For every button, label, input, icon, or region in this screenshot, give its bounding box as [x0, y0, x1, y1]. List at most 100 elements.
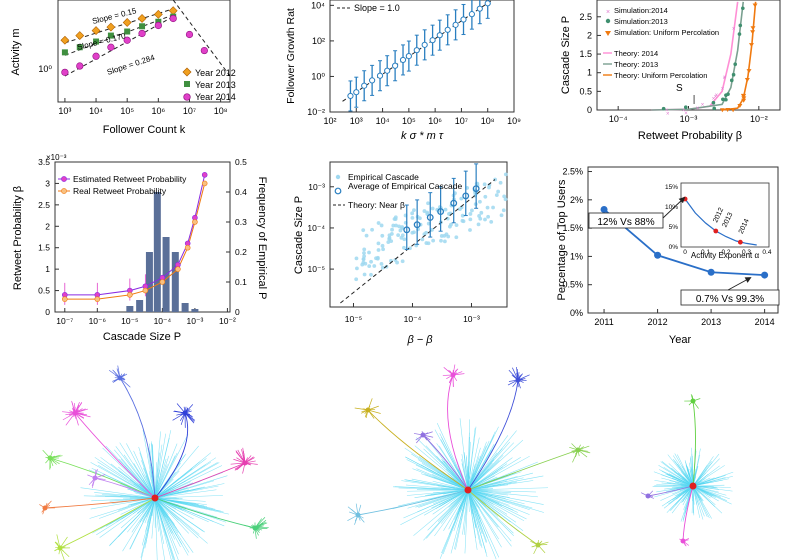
empirical-cascade-point: [431, 238, 436, 243]
cascade-edge: [467, 435, 509, 491]
legend-marker-2012: [182, 67, 192, 77]
empirical-cascade-point: [362, 254, 367, 259]
data-point-2012: [168, 6, 178, 16]
cascade-edge: [467, 455, 530, 491]
cascade-branch: [44, 497, 156, 509]
y-tick-label: 1.5%: [562, 223, 583, 233]
plot-frame: [57, 0, 231, 103]
cascade-edge: [467, 489, 499, 540]
y-tick-label: 0: [587, 105, 592, 115]
y-axis-label: Cascade Size P: [293, 196, 305, 274]
cutoff-line: [172, 0, 231, 77]
frequency-bar: [181, 303, 189, 312]
cascade-branch: [59, 497, 156, 549]
sim-point: [741, 98, 747, 103]
cascade-edge: [435, 489, 469, 510]
cluster-hub: [515, 377, 521, 383]
data-point: [600, 205, 608, 213]
cascade-edge: [467, 489, 533, 509]
inset-year-point: [737, 239, 743, 245]
x-axis-label: Year: [669, 334, 692, 346]
cascade-edge: [467, 487, 549, 491]
empirical-cascade-point: [369, 259, 373, 264]
cascade-edge: [467, 441, 487, 491]
data-point-2012: [75, 31, 85, 41]
empirical-cascade-point: [426, 201, 430, 206]
empirical-cascade-point: [444, 232, 449, 237]
cascade-edge: [154, 497, 164, 545]
empirical-cascade-point: [443, 207, 448, 212]
cascade-edge: [467, 464, 476, 491]
empirical-cascade-point: [387, 233, 392, 238]
x-tick-label: 10⁻⁵: [345, 314, 362, 324]
cascade-edge: [120, 458, 156, 499]
legend-label: Theory: Uniform Percolation: [614, 71, 707, 80]
x-tick-label: 10⁻⁶: [89, 316, 106, 326]
empirical-cascade-point: [459, 196, 464, 201]
empirical-cascade-point: [499, 213, 504, 218]
panel-follower-growth: 10² 10³ 10⁴ 10⁵ 10⁶ 10⁷ 10⁸ 10⁹ 10⁻² 10⁰ 10² 10⁴ Sl…: [285, 0, 521, 142]
empirical-cascade-point: [420, 237, 425, 242]
legend-marker: [61, 188, 67, 194]
x-tick-label: 2014: [755, 317, 775, 327]
y-axis-label: Follower Growth Rat: [285, 8, 297, 104]
sim-point: [724, 97, 728, 102]
data-point-real: [192, 219, 198, 225]
average-cascade-point: [426, 213, 434, 221]
cascade-edge: [658, 465, 694, 487]
x-tick-label: 10⁷: [183, 106, 196, 116]
slope-annotation: Slope = 0.284: [106, 53, 156, 77]
empirical-cascade-point: [477, 214, 482, 218]
cascade-edge: [154, 452, 160, 499]
cascade-edge: [154, 495, 223, 499]
panel-cascade-empirical: 10⁻⁵ 10⁻⁴ 10⁻³ 10⁻⁵ 10⁻⁴ 10⁻³ Empirical Casca…: [293, 161, 508, 346]
y-tick-label: 0.5: [38, 286, 50, 296]
cascade-edge: [467, 455, 504, 491]
cascade-edge: [692, 479, 723, 487]
x-tick-label: 10⁶: [428, 116, 442, 126]
cascade-edge: [110, 463, 156, 499]
annotation-arrow: [662, 196, 686, 219]
cascade-edge: [467, 481, 501, 491]
cascade-edge: [154, 480, 187, 499]
cluster-hub: [420, 432, 426, 438]
cascade-edge: [467, 463, 508, 491]
cascade-edge: [448, 489, 469, 508]
cascade-edge: [467, 426, 499, 491]
data-point: [384, 67, 391, 74]
cascade-edge: [467, 489, 512, 542]
data-point-2014: [154, 21, 162, 30]
cascade-branch: [682, 485, 694, 542]
annotation-box: [680, 289, 780, 306]
x-axis-label: Retweet Probability β: [638, 130, 742, 142]
sim-point: ×: [732, 27, 736, 33]
legend-marker: [605, 31, 611, 36]
sim-point: [746, 69, 752, 74]
y-tick-label: 0%: [570, 308, 583, 318]
data-point-2014: [107, 43, 115, 51]
cascade-edge: [90, 497, 156, 510]
cascade-edge: [99, 497, 156, 519]
x-tick-label: 2012: [648, 317, 668, 327]
empirical-cascade-point: [363, 261, 368, 266]
sim-point: ×: [666, 111, 670, 117]
sim-point: [741, 96, 747, 101]
cascade-edge: [406, 489, 469, 496]
cascade-edge: [154, 497, 159, 532]
data-point-2014: [92, 52, 100, 60]
cascade-edge: [467, 444, 495, 491]
empirical-cascade-point: [410, 230, 415, 235]
cluster-hub: [680, 538, 686, 544]
data-point: [476, 5, 483, 12]
cascade-edge: [154, 458, 167, 499]
y-tick-label: 1.5: [38, 243, 50, 253]
cascade-edge: [154, 497, 175, 560]
x-tick-label: 10⁸: [214, 106, 228, 116]
cascade-edge: [154, 483, 225, 499]
frequency-bar: [191, 309, 199, 312]
cascade-edge: [154, 497, 183, 499]
cascade-edge: [467, 489, 517, 523]
legend: Estimated Retweet Probability Real Retwe…: [58, 174, 187, 196]
empirical-cascade-point: [402, 245, 406, 250]
cascade-edge: [142, 429, 156, 499]
